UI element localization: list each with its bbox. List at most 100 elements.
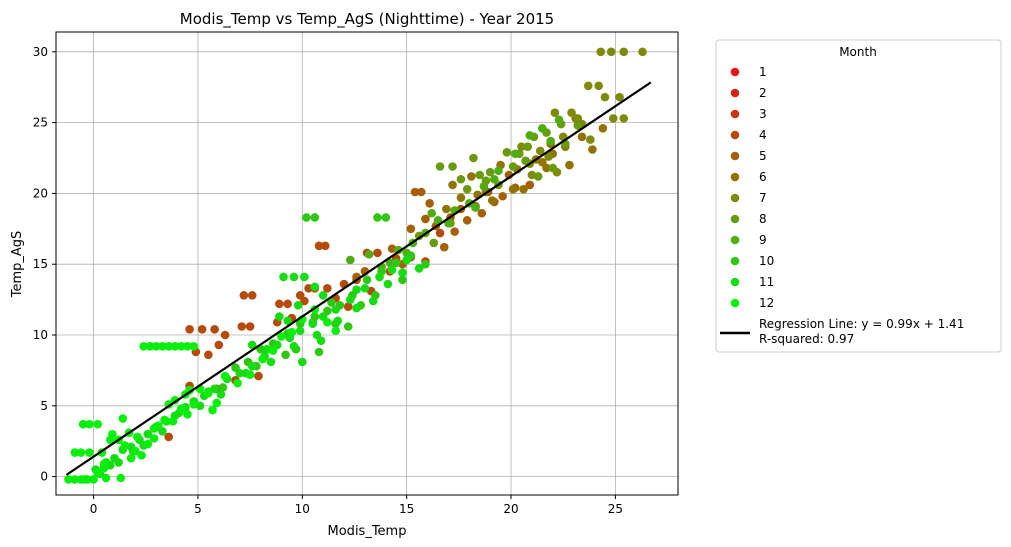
data-point-month-12 [158, 342, 167, 351]
data-point-month-12 [70, 475, 80, 484]
data-point-month-9 [479, 182, 489, 191]
data-point-month-4 [239, 291, 249, 300]
data-point-month-4 [254, 371, 263, 381]
data-point-month-9 [554, 115, 564, 125]
data-point-month-12 [70, 448, 80, 457]
data-point-month-9 [346, 255, 355, 265]
data-point-month-10 [362, 275, 372, 285]
legend-marker-month-3 [730, 109, 740, 119]
data-point-month-12 [220, 371, 230, 381]
data-point-month-12 [183, 342, 192, 351]
data-point-month-11 [275, 312, 284, 321]
data-point-month-12 [133, 432, 142, 442]
data-point-month-6 [588, 145, 597, 154]
data-point-month-9 [433, 216, 443, 225]
data-point-month-8 [448, 162, 457, 171]
data-point-month-12 [189, 400, 199, 409]
data-point-month-12 [131, 446, 140, 456]
data-point-month-11 [297, 357, 307, 367]
data-point-month-5 [477, 208, 487, 218]
legend-marker-month-12 [730, 298, 740, 308]
data-point-month-10 [310, 213, 320, 222]
legend-r-squared-label: R-squared: 0.97 [759, 332, 854, 346]
data-point-month-11 [283, 316, 292, 326]
data-point-month-11 [266, 357, 276, 367]
y-tick-label: 25 [33, 116, 48, 130]
data-point-month-5 [498, 191, 507, 201]
data-point-month-9 [510, 149, 520, 159]
data-point-month-12 [137, 451, 146, 460]
data-point-month-4 [435, 228, 445, 238]
data-point-month-5 [439, 242, 449, 252]
data-point-month-12 [204, 388, 213, 398]
data-point-month-9 [546, 136, 555, 146]
data-point-month-6 [598, 123, 608, 133]
data-point-month-11 [235, 368, 244, 378]
y-tick-label: 0 [40, 470, 48, 484]
data-point-month-12 [212, 398, 222, 408]
data-point-month-11 [289, 342, 299, 351]
data-point-month-7 [606, 47, 616, 57]
data-point-month-12 [245, 370, 255, 379]
y-tick-label: 20 [33, 186, 48, 200]
data-point-month-12 [331, 326, 340, 336]
legend-title: Month [839, 45, 877, 59]
legend-frame [715, 39, 1002, 353]
data-point-month-12 [93, 468, 103, 477]
data-point-month-8 [429, 238, 439, 248]
legend-marker-month-8 [730, 214, 740, 224]
legend-regression-label: Regression Line: y = 0.99x + 1.41 [759, 317, 964, 331]
data-point-month-11 [331, 305, 340, 314]
y-tick-label: 5 [40, 399, 48, 413]
data-point-month-11 [346, 295, 355, 304]
data-point-month-12 [233, 378, 242, 388]
data-point-month-11 [318, 291, 328, 300]
data-point-month-7 [567, 108, 576, 118]
data-point-month-4 [214, 340, 224, 350]
data-point-month-4 [164, 432, 174, 442]
legend-marker-month-6 [730, 172, 740, 182]
data-point-month-9 [385, 258, 395, 268]
data-point-month-10 [327, 298, 336, 307]
data-point-month-11 [383, 279, 393, 289]
data-point-month-12 [149, 424, 159, 433]
data-point-month-11 [300, 272, 309, 282]
data-point-month-8 [485, 167, 495, 177]
data-point-month-12 [93, 419, 103, 429]
y-tick-label: 10 [33, 328, 48, 342]
data-point-month-9 [471, 203, 480, 212]
data-point-month-7 [583, 81, 593, 91]
data-point-month-6 [456, 193, 466, 202]
legend-label-month-3: 3 [759, 107, 767, 121]
data-point-month-7 [600, 92, 610, 102]
data-point-month-12 [64, 475, 73, 484]
data-point-month-9 [427, 208, 437, 218]
data-point-month-6 [442, 204, 451, 214]
data-point-month-5 [450, 227, 459, 236]
data-point-month-4 [343, 302, 353, 311]
data-point-month-11 [293, 300, 303, 310]
data-point-month-10 [218, 383, 228, 392]
data-point-month-4 [245, 322, 255, 331]
data-point-month-10 [373, 213, 382, 222]
data-point-month-4 [204, 350, 213, 360]
data-point-month-10 [343, 322, 353, 331]
legend-marker-month-10 [730, 256, 740, 266]
data-point-month-6 [508, 184, 518, 194]
legend-label-month-9: 9 [759, 233, 767, 247]
data-point-month-12 [287, 327, 297, 337]
data-point-month-12 [143, 439, 153, 449]
data-point-month-11 [316, 336, 326, 345]
data-point-month-12 [89, 475, 98, 484]
data-point-month-12 [189, 342, 199, 351]
data-point-month-12 [149, 434, 159, 443]
legend-marker-month-1 [730, 67, 740, 77]
data-point-month-11 [333, 316, 343, 326]
data-point-month-12 [168, 417, 178, 426]
data-point-month-6 [565, 160, 574, 170]
legend-marker-month-5 [730, 151, 740, 161]
x-tick-label: 20 [503, 502, 518, 516]
data-point-month-11 [210, 384, 219, 394]
data-point-month-5 [410, 187, 420, 197]
